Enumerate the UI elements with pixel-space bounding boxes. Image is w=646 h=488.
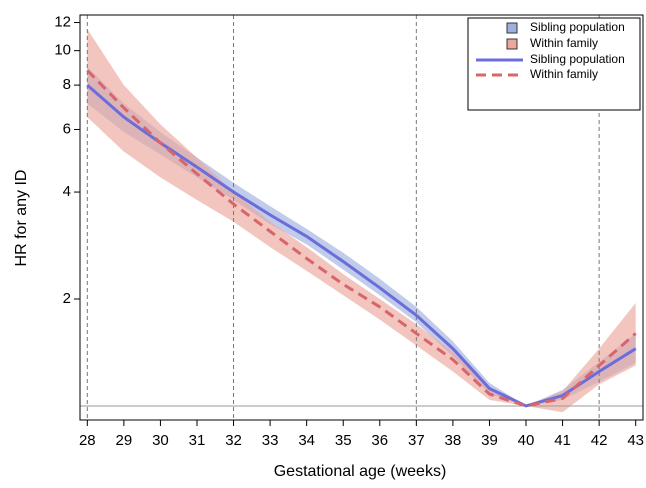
x-tick-label: 35 — [335, 432, 352, 449]
y-tick-label: 8 — [63, 76, 71, 93]
x-tick-label: 40 — [518, 432, 535, 449]
y-axis-label: HR for any ID — [13, 170, 30, 267]
x-tick-label: 33 — [262, 432, 279, 449]
x-tick-label: 32 — [225, 432, 242, 449]
legend-label: Within family — [530, 36, 598, 50]
confidence-band — [87, 66, 636, 406]
y-tick-label: 4 — [63, 183, 71, 200]
line-series — [86, 83, 637, 408]
x-tick-label: 28 — [79, 432, 96, 449]
legend-box — [467, 17, 641, 111]
y-tick-label: 10 — [54, 42, 71, 59]
confidence-band — [87, 29, 636, 413]
x-tick-label: 43 — [627, 432, 644, 449]
x-tick-label: 30 — [152, 432, 169, 449]
x-axis-label: Gestational age (weeks) — [274, 463, 447, 480]
x-tick-label: 39 — [481, 432, 498, 449]
y-tick-label: 2 — [63, 290, 71, 307]
x-tick-label: 31 — [189, 432, 206, 449]
x-tick-label: 36 — [371, 432, 388, 449]
x-tick-label: 29 — [116, 432, 133, 449]
y-tick-label: 12 — [54, 13, 71, 30]
x-tick-label: 38 — [445, 432, 462, 449]
x-tick-label: 37 — [408, 432, 425, 449]
legend-label: Within family — [530, 67, 598, 81]
x-tick-label: 41 — [554, 432, 571, 449]
x-tick-label: 42 — [591, 432, 608, 449]
line-series — [86, 69, 637, 408]
plot-frame — [79, 14, 644, 421]
legend-label: Sibling population — [530, 20, 625, 34]
y-tick-label: 6 — [63, 120, 71, 137]
legend-label: Sibling population — [530, 52, 625, 66]
legend-swatch — [506, 22, 518, 34]
x-tick-label: 34 — [298, 432, 315, 449]
legend-swatch — [506, 38, 518, 50]
